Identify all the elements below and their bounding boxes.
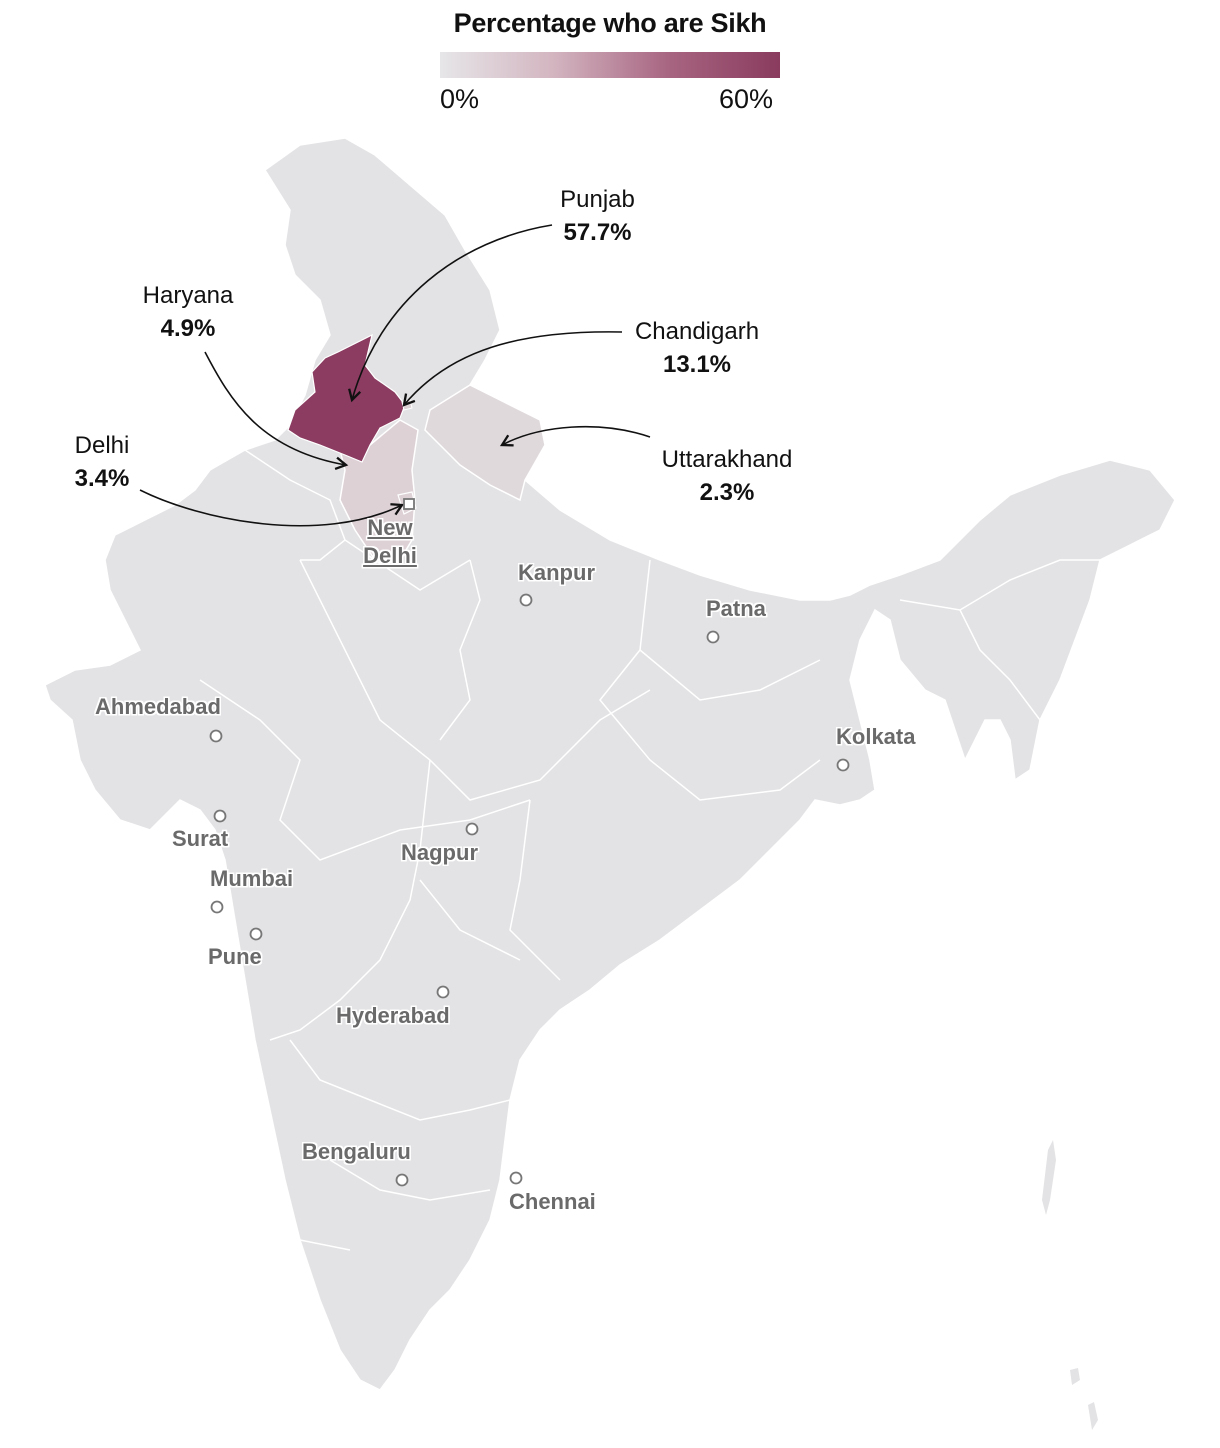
city-label-nagpur: Nagpur	[401, 840, 478, 865]
callout-delhi-value: 3.4%	[74, 465, 130, 492]
city-label-hyderabad: Hyderabad	[336, 1003, 450, 1028]
nagpur-marker	[465, 822, 479, 836]
city-label-new-delhi: New Delhi	[356, 514, 424, 570]
callout-haryana-value: 4.9%	[160, 315, 216, 342]
nicobar-islands	[1070, 1368, 1098, 1430]
legend-max-label: 60%	[719, 84, 774, 114]
city-label-patna: Patna	[706, 596, 766, 621]
callout-chandigarh-name: Chandigarh	[634, 318, 760, 345]
city-label-kanpur: Kanpur	[518, 560, 595, 585]
kanpur-marker	[519, 593, 533, 607]
uttarakhand-arrow	[499, 425, 651, 447]
surat-marker	[213, 809, 227, 823]
india-landmass	[44, 137, 1176, 1391]
city-label-new-delhi-line1: New	[367, 515, 413, 540]
callout-uttarakhand-name: Uttarakhand	[661, 446, 793, 473]
pune-marker	[249, 927, 263, 941]
kolkata-marker	[836, 758, 850, 772]
new-delhi-marker	[403, 498, 415, 510]
chennai-marker	[509, 1171, 523, 1185]
bengaluru-marker	[395, 1173, 409, 1187]
city-label-pune: Pune	[208, 944, 262, 969]
callout-delhi: Delhi 3.4%	[52, 429, 152, 495]
haryana-arrow	[204, 351, 349, 471]
city-label-ahmedabad: Ahmedabad	[95, 694, 221, 719]
legend-color-scale	[440, 52, 780, 78]
andaman-islands	[1042, 1140, 1056, 1215]
ahmedabad-marker	[209, 729, 223, 743]
patna-marker	[706, 630, 720, 644]
city-label-chennai: Chennai	[509, 1189, 596, 1214]
city-label-surat: Surat	[172, 826, 229, 851]
callout-haryana-name: Haryana	[142, 282, 234, 309]
callout-punjab: Punjab 57.7%	[540, 183, 655, 249]
callout-uttarakhand-value: 2.3%	[699, 479, 755, 506]
city-label-bengaluru: Bengaluru	[302, 1139, 411, 1164]
callout-chandigarh-value: 13.1%	[662, 351, 732, 378]
punjab-region	[287, 333, 406, 463]
callout-delhi-name: Delhi	[74, 432, 130, 459]
legend-title: Percentage who are Sikh	[453, 8, 767, 38]
city-label-kolkata: Kolkata	[836, 724, 916, 749]
mumbai-marker	[210, 900, 224, 914]
delhi-arrow	[139, 489, 405, 527]
state-borders	[199, 449, 1100, 1251]
chandigarh-arrow	[402, 331, 623, 407]
city-label-new-delhi-line2: Delhi	[363, 543, 417, 568]
callout-uttarakhand: Uttarakhand 2.3%	[652, 443, 802, 509]
callout-haryana: Haryana 4.9%	[128, 279, 248, 345]
legend-min-label: 0%	[440, 84, 480, 114]
callout-punjab-value: 57.7%	[563, 219, 632, 246]
callout-punjab-name: Punjab	[560, 186, 635, 213]
uttarakhand-region	[424, 384, 546, 502]
city-label-mumbai: Mumbai	[210, 866, 294, 891]
hyderabad-marker	[436, 985, 450, 999]
punjab-arrow	[348, 224, 553, 403]
callout-chandigarh: Chandigarh 13.1%	[627, 315, 767, 381]
